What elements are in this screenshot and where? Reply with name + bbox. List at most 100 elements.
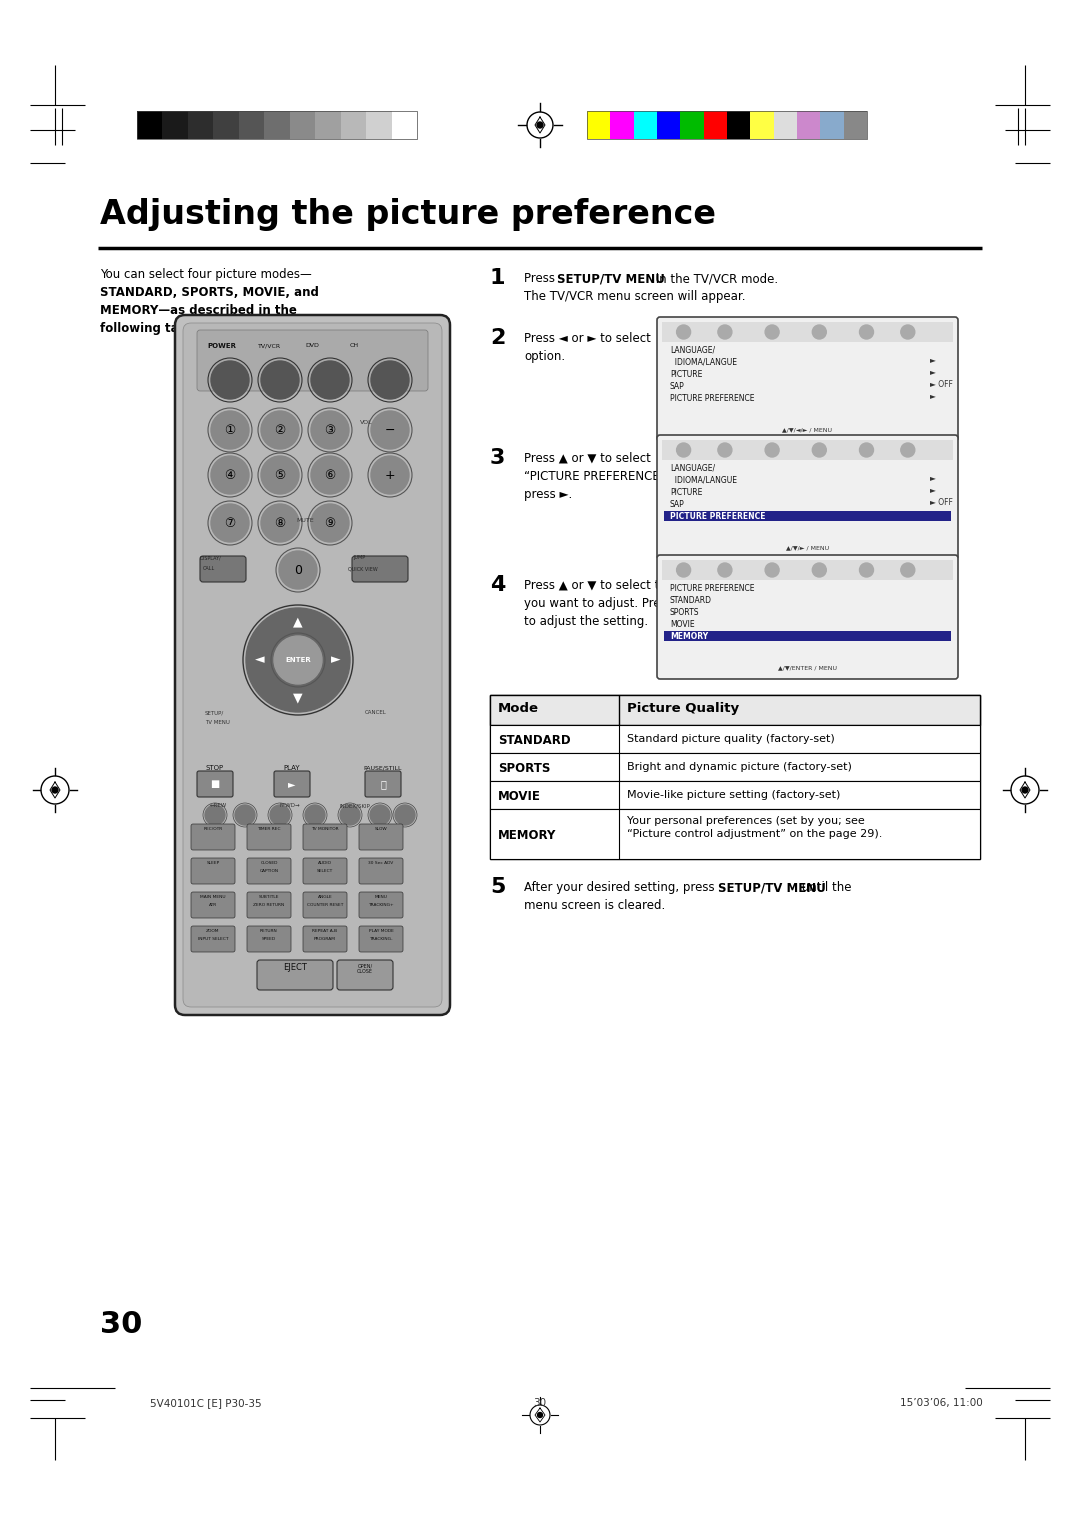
Text: ANGLE: ANGLE xyxy=(318,895,333,898)
Bar xyxy=(137,112,417,139)
Text: MEMORY: MEMORY xyxy=(498,830,556,842)
Text: Mode: Mode xyxy=(498,701,539,715)
Circle shape xyxy=(311,361,349,399)
Text: LANGUAGE/: LANGUAGE/ xyxy=(670,345,715,354)
Text: ①: ① xyxy=(225,423,235,437)
Text: MENU: MENU xyxy=(375,895,388,898)
Circle shape xyxy=(1022,787,1028,793)
Text: AUDIO: AUDIO xyxy=(318,860,332,865)
Text: STANDARD, SPORTS, MOVIE, and: STANDARD, SPORTS, MOVIE, and xyxy=(100,286,319,299)
FancyBboxPatch shape xyxy=(352,556,408,582)
Circle shape xyxy=(812,325,826,339)
Circle shape xyxy=(205,805,225,825)
Text: MUTE: MUTE xyxy=(296,518,314,523)
Text: 1: 1 xyxy=(490,267,505,287)
FancyBboxPatch shape xyxy=(359,926,403,952)
Text: ENTER: ENTER xyxy=(285,657,311,663)
Circle shape xyxy=(676,325,690,339)
Circle shape xyxy=(261,411,299,449)
FancyBboxPatch shape xyxy=(303,824,347,850)
Circle shape xyxy=(261,455,299,494)
Text: OPEN/
CLOSE: OPEN/ CLOSE xyxy=(357,963,373,973)
FancyBboxPatch shape xyxy=(657,555,958,678)
Circle shape xyxy=(372,361,409,399)
FancyBboxPatch shape xyxy=(337,960,393,990)
Text: 30: 30 xyxy=(534,1398,546,1407)
Bar xyxy=(634,112,657,139)
Text: 30: 30 xyxy=(100,1309,143,1339)
Text: ⏸: ⏸ xyxy=(380,779,386,788)
Bar xyxy=(214,112,239,139)
Text: REC/OTR: REC/OTR xyxy=(203,827,222,831)
FancyBboxPatch shape xyxy=(359,892,403,918)
Text: The TV/VCR menu screen will appear.: The TV/VCR menu screen will appear. xyxy=(524,290,745,303)
Text: SELECT: SELECT xyxy=(316,869,333,872)
Text: Press: Press xyxy=(524,272,558,286)
Circle shape xyxy=(860,562,874,578)
Circle shape xyxy=(261,504,299,542)
Circle shape xyxy=(901,562,915,578)
Bar xyxy=(392,112,417,139)
Circle shape xyxy=(235,805,255,825)
Bar xyxy=(821,112,843,139)
Text: PAUSE/STILL: PAUSE/STILL xyxy=(364,766,402,770)
Bar xyxy=(664,512,951,521)
Text: SETUP/TV MENU: SETUP/TV MENU xyxy=(557,272,665,286)
Text: PICTURE PREFERENCE: PICTURE PREFERENCE xyxy=(670,394,755,402)
Text: ZOOM: ZOOM xyxy=(206,929,219,934)
Text: 0: 0 xyxy=(294,564,302,576)
Circle shape xyxy=(211,411,249,449)
Text: 15’03’06, 11:00: 15’03’06, 11:00 xyxy=(900,1398,983,1407)
Text: ⑨: ⑨ xyxy=(324,516,336,530)
Text: option.: option. xyxy=(524,350,565,364)
Text: STANDARD: STANDARD xyxy=(498,733,570,747)
Text: INDEX/SKIP: INDEX/SKIP xyxy=(340,804,370,808)
Bar xyxy=(490,724,980,753)
Bar xyxy=(662,559,953,581)
Text: TIMER REC: TIMER REC xyxy=(257,827,281,831)
Text: Standard picture quality (factory-set): Standard picture quality (factory-set) xyxy=(627,733,835,744)
Text: “Picture control adjustment” on the page 29).: “Picture control adjustment” on the page… xyxy=(627,830,882,839)
Text: CAPTION: CAPTION xyxy=(259,869,279,872)
Text: ▲/▼/◄/► / MENU: ▲/▼/◄/► / MENU xyxy=(783,428,833,432)
Text: TRACKING-: TRACKING- xyxy=(369,937,393,941)
Circle shape xyxy=(395,805,415,825)
Text: ► OFF: ► OFF xyxy=(930,498,953,506)
FancyBboxPatch shape xyxy=(691,329,711,345)
Bar xyxy=(239,112,265,139)
Text: CALL: CALL xyxy=(203,565,215,571)
Text: JUMP: JUMP xyxy=(353,555,365,559)
Bar xyxy=(751,112,773,139)
Text: You can select four picture modes—: You can select four picture modes— xyxy=(100,267,312,281)
Bar xyxy=(662,322,953,342)
Text: TV MENU: TV MENU xyxy=(205,720,230,724)
Bar xyxy=(797,112,821,139)
Text: PROGRAM: PROGRAM xyxy=(314,937,336,941)
Text: TV MONITOR: TV MONITOR xyxy=(311,827,339,831)
Text: ATR: ATR xyxy=(208,903,217,908)
Text: SPEED: SPEED xyxy=(262,937,276,941)
Text: ►: ► xyxy=(930,474,936,483)
Text: you want to adjust. Press: you want to adjust. Press xyxy=(524,597,677,610)
FancyBboxPatch shape xyxy=(191,859,235,885)
Text: SPORTS: SPORTS xyxy=(670,608,700,616)
Bar xyxy=(773,112,797,139)
Text: ②: ② xyxy=(274,423,285,437)
Text: MEMORY—as described in the: MEMORY—as described in the xyxy=(100,304,297,316)
Text: CH: CH xyxy=(350,342,360,348)
Bar xyxy=(366,112,392,139)
Text: ■: ■ xyxy=(211,779,219,788)
Text: INPUT SELECT: INPUT SELECT xyxy=(198,937,228,941)
Text: CANCEL: CANCEL xyxy=(365,711,387,715)
FancyBboxPatch shape xyxy=(175,315,450,1015)
Text: press ►.: press ►. xyxy=(524,487,572,501)
FancyBboxPatch shape xyxy=(657,316,958,442)
Text: Movie-like picture setting (factory-set): Movie-like picture setting (factory-set) xyxy=(627,790,840,801)
Text: ►: ► xyxy=(930,391,936,400)
Bar xyxy=(265,112,289,139)
FancyBboxPatch shape xyxy=(200,556,246,582)
Bar xyxy=(137,112,162,139)
Bar xyxy=(490,695,980,859)
Circle shape xyxy=(718,562,732,578)
Text: IDIOMA/LANGUE: IDIOMA/LANGUE xyxy=(670,475,737,484)
